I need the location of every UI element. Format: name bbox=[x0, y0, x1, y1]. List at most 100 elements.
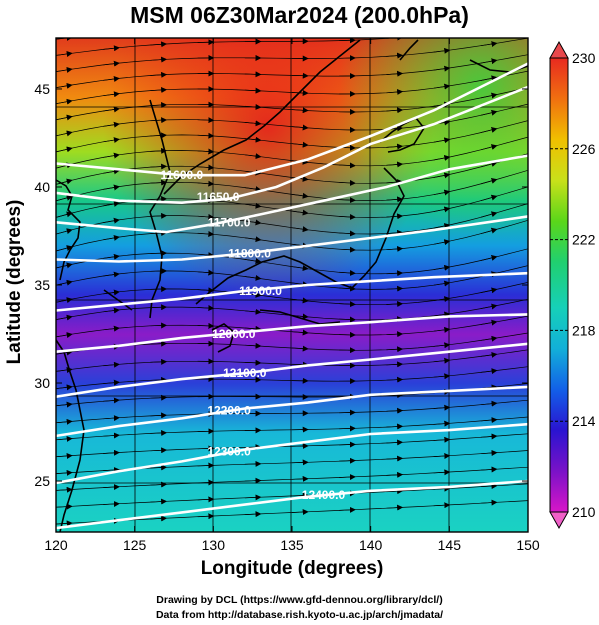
wind-arrow bbox=[291, 475, 309, 482]
wind-arrow bbox=[339, 457, 356, 464]
wind-arrow bbox=[103, 253, 120, 260]
wind-arrow bbox=[339, 246, 356, 253]
wind-arrow bbox=[103, 184, 120, 191]
wind-arrow bbox=[339, 441, 356, 448]
wind-arrow bbox=[386, 346, 404, 353]
wind-arrow bbox=[103, 325, 120, 332]
wind-arrow bbox=[150, 464, 168, 471]
contour-label: 12000.0 bbox=[212, 327, 256, 341]
colorbar-tick-label: 210 bbox=[572, 504, 596, 520]
y-axis-title: Latitude (degrees) bbox=[4, 199, 25, 365]
wind-arrow bbox=[244, 511, 262, 518]
wind-arrow bbox=[339, 38, 356, 44]
colorbar-tick-label: 218 bbox=[572, 322, 596, 338]
wind-arrow bbox=[291, 345, 309, 352]
contour-label: 11800.0 bbox=[228, 247, 271, 261]
streamline bbox=[56, 203, 528, 235]
wind-arrow bbox=[480, 75, 498, 82]
wind-arrow bbox=[434, 15, 450, 17]
x-axis-title: Longitude (degrees) bbox=[200, 558, 384, 579]
wind-arrow bbox=[244, 342, 262, 349]
wind-arrow bbox=[386, 331, 404, 338]
wind-arrow bbox=[56, 245, 73, 252]
wind-arrow bbox=[56, 486, 73, 493]
wind-arrow bbox=[480, 335, 498, 342]
y-tick-label: 35 bbox=[34, 277, 50, 293]
wind-arrow bbox=[291, 107, 309, 114]
streamline bbox=[56, 265, 528, 290]
wind-arrow bbox=[56, 66, 73, 73]
wind-arrow bbox=[150, 481, 168, 488]
wind-arrow bbox=[103, 432, 120, 439]
wind-arrow bbox=[150, 163, 168, 170]
wind-arrow bbox=[433, 280, 451, 287]
wind-arrow bbox=[150, 71, 168, 78]
wind-arrow bbox=[56, 418, 73, 425]
wind-arrow bbox=[291, 329, 309, 336]
wind-arrow bbox=[480, 254, 498, 261]
wind-arrow bbox=[103, 91, 120, 98]
colorbar-tick-label: 214 bbox=[572, 413, 596, 429]
wind-arrow bbox=[291, 459, 309, 466]
wind-arrow bbox=[197, 287, 215, 294]
wind-arrow bbox=[150, 102, 168, 109]
wind-streamlines bbox=[56, 15, 528, 527]
wind-arrow bbox=[291, 192, 309, 199]
wind-arrow bbox=[103, 32, 119, 34]
wind-arrow bbox=[103, 152, 120, 159]
x-tick-label: 140 bbox=[359, 537, 383, 553]
wind-arrow bbox=[150, 132, 168, 139]
wind-arrow bbox=[56, 130, 73, 137]
wind-arrow bbox=[103, 76, 120, 82]
height-contour bbox=[56, 271, 528, 312]
wind-arrow bbox=[150, 340, 168, 347]
x-tick-label: 120 bbox=[44, 537, 68, 553]
wind-arrow bbox=[103, 466, 120, 473]
x-tick-label: 125 bbox=[123, 537, 147, 553]
wind-arrow bbox=[244, 153, 262, 160]
x-tick-label: 130 bbox=[202, 537, 226, 553]
wind-arrow bbox=[197, 213, 215, 220]
wind-arrow bbox=[433, 469, 451, 476]
wind-arrow bbox=[386, 107, 404, 114]
wind-arrow bbox=[339, 179, 356, 186]
wind-arrow bbox=[56, 332, 73, 339]
wind-arrow bbox=[339, 22, 355, 23]
wind-arrow bbox=[56, 366, 73, 373]
wind-arrow bbox=[56, 435, 73, 442]
wind-arrow bbox=[56, 262, 73, 269]
wind-arrow bbox=[433, 47, 451, 54]
wind-arrow bbox=[433, 326, 451, 333]
wind-arrow bbox=[244, 477, 262, 484]
wind-arrow bbox=[480, 433, 498, 440]
wind-arrow bbox=[103, 106, 120, 113]
wind-arrow bbox=[197, 479, 215, 486]
wind-arrow bbox=[339, 285, 356, 292]
wind-arrow bbox=[433, 155, 451, 161]
wind-arrow bbox=[150, 196, 168, 203]
wind-arrow bbox=[56, 469, 73, 476]
wind-arrow bbox=[386, 423, 404, 430]
colorbar-tick-label: 230 bbox=[572, 50, 596, 66]
height-contour bbox=[56, 154, 528, 234]
wind-arrow bbox=[56, 50, 73, 57]
wind-arrow bbox=[150, 498, 168, 505]
wind-arrow bbox=[386, 407, 404, 414]
wind-arrow bbox=[150, 412, 168, 419]
wind-arrow bbox=[339, 301, 356, 308]
streamline bbox=[56, 136, 528, 169]
wind-arrow bbox=[291, 509, 309, 516]
streamline bbox=[56, 38, 69, 40]
wind-arrow bbox=[480, 144, 498, 151]
wind-arrow bbox=[103, 361, 120, 368]
wind-arrow bbox=[480, 287, 498, 294]
wind-arrow bbox=[386, 376, 404, 383]
wind-arrow bbox=[480, 351, 498, 358]
colorbar-tick-label: 226 bbox=[572, 141, 596, 157]
wind-arrow bbox=[103, 500, 120, 507]
wind-arrow bbox=[480, 303, 498, 310]
wind-arrow bbox=[150, 376, 168, 383]
wind-arrow bbox=[244, 136, 262, 143]
streamline bbox=[56, 433, 528, 458]
wind-arrow bbox=[197, 132, 215, 139]
